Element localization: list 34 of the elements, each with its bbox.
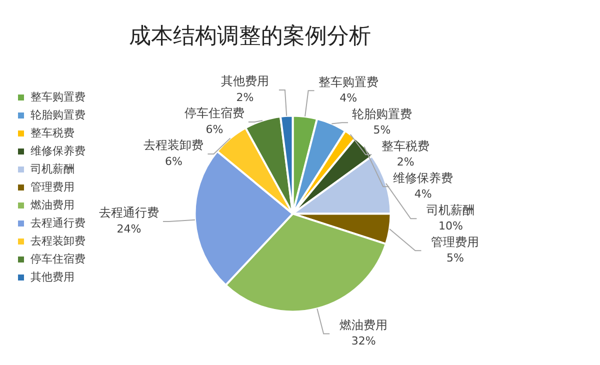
slice-label: 整车购置费 [318, 74, 378, 89]
legend-label: 管理费用 [30, 180, 74, 194]
slice-label: 去程装卸费 [144, 138, 204, 152]
legend-label: 其他费用 [30, 270, 74, 284]
slice-label: 去程通行费 [98, 206, 159, 220]
slice-label: 轮胎购置费 [352, 106, 412, 121]
legend-label: 整车税费 [30, 126, 74, 140]
slice-label: 燃油费用 [340, 318, 388, 332]
slice-label: 司机薪酬 [426, 202, 475, 217]
slice-label: 整车税费 [382, 138, 430, 153]
data-label: 5% [446, 252, 464, 265]
data-label: 4% [340, 92, 358, 105]
slice-label: 停车住宿费 [184, 106, 244, 120]
data-label: 5% [373, 124, 391, 137]
data-label: 32% [351, 334, 376, 348]
data-label: 2% [396, 156, 414, 169]
data-label: 6% [164, 154, 182, 168]
slice-label: 其他费用 [220, 74, 269, 88]
data-label: 6% [206, 122, 224, 136]
slice-label: 维修保养费 [393, 170, 454, 185]
legend-label: 轮胎购置费 [30, 108, 86, 122]
legend-label: 停车住宿费 [30, 252, 86, 266]
chart-title: 成本结构调整的案例分析 [129, 24, 371, 49]
data-label: 4% [414, 188, 432, 201]
legend-label: 整车购置费 [30, 90, 86, 104]
legend-label: 维修保养费 [30, 144, 86, 158]
legend-label: 司机薪酬 [30, 162, 74, 176]
data-label: 24% [116, 222, 142, 236]
slice-label: 管理费用 [431, 234, 480, 249]
legend-label: 去程通行费 [30, 216, 86, 230]
data-label: 10% [438, 220, 463, 233]
legend-label: 去程装卸费 [30, 234, 86, 248]
data-label: 2% [236, 90, 254, 104]
legend-label: 燃油费用 [30, 198, 74, 212]
